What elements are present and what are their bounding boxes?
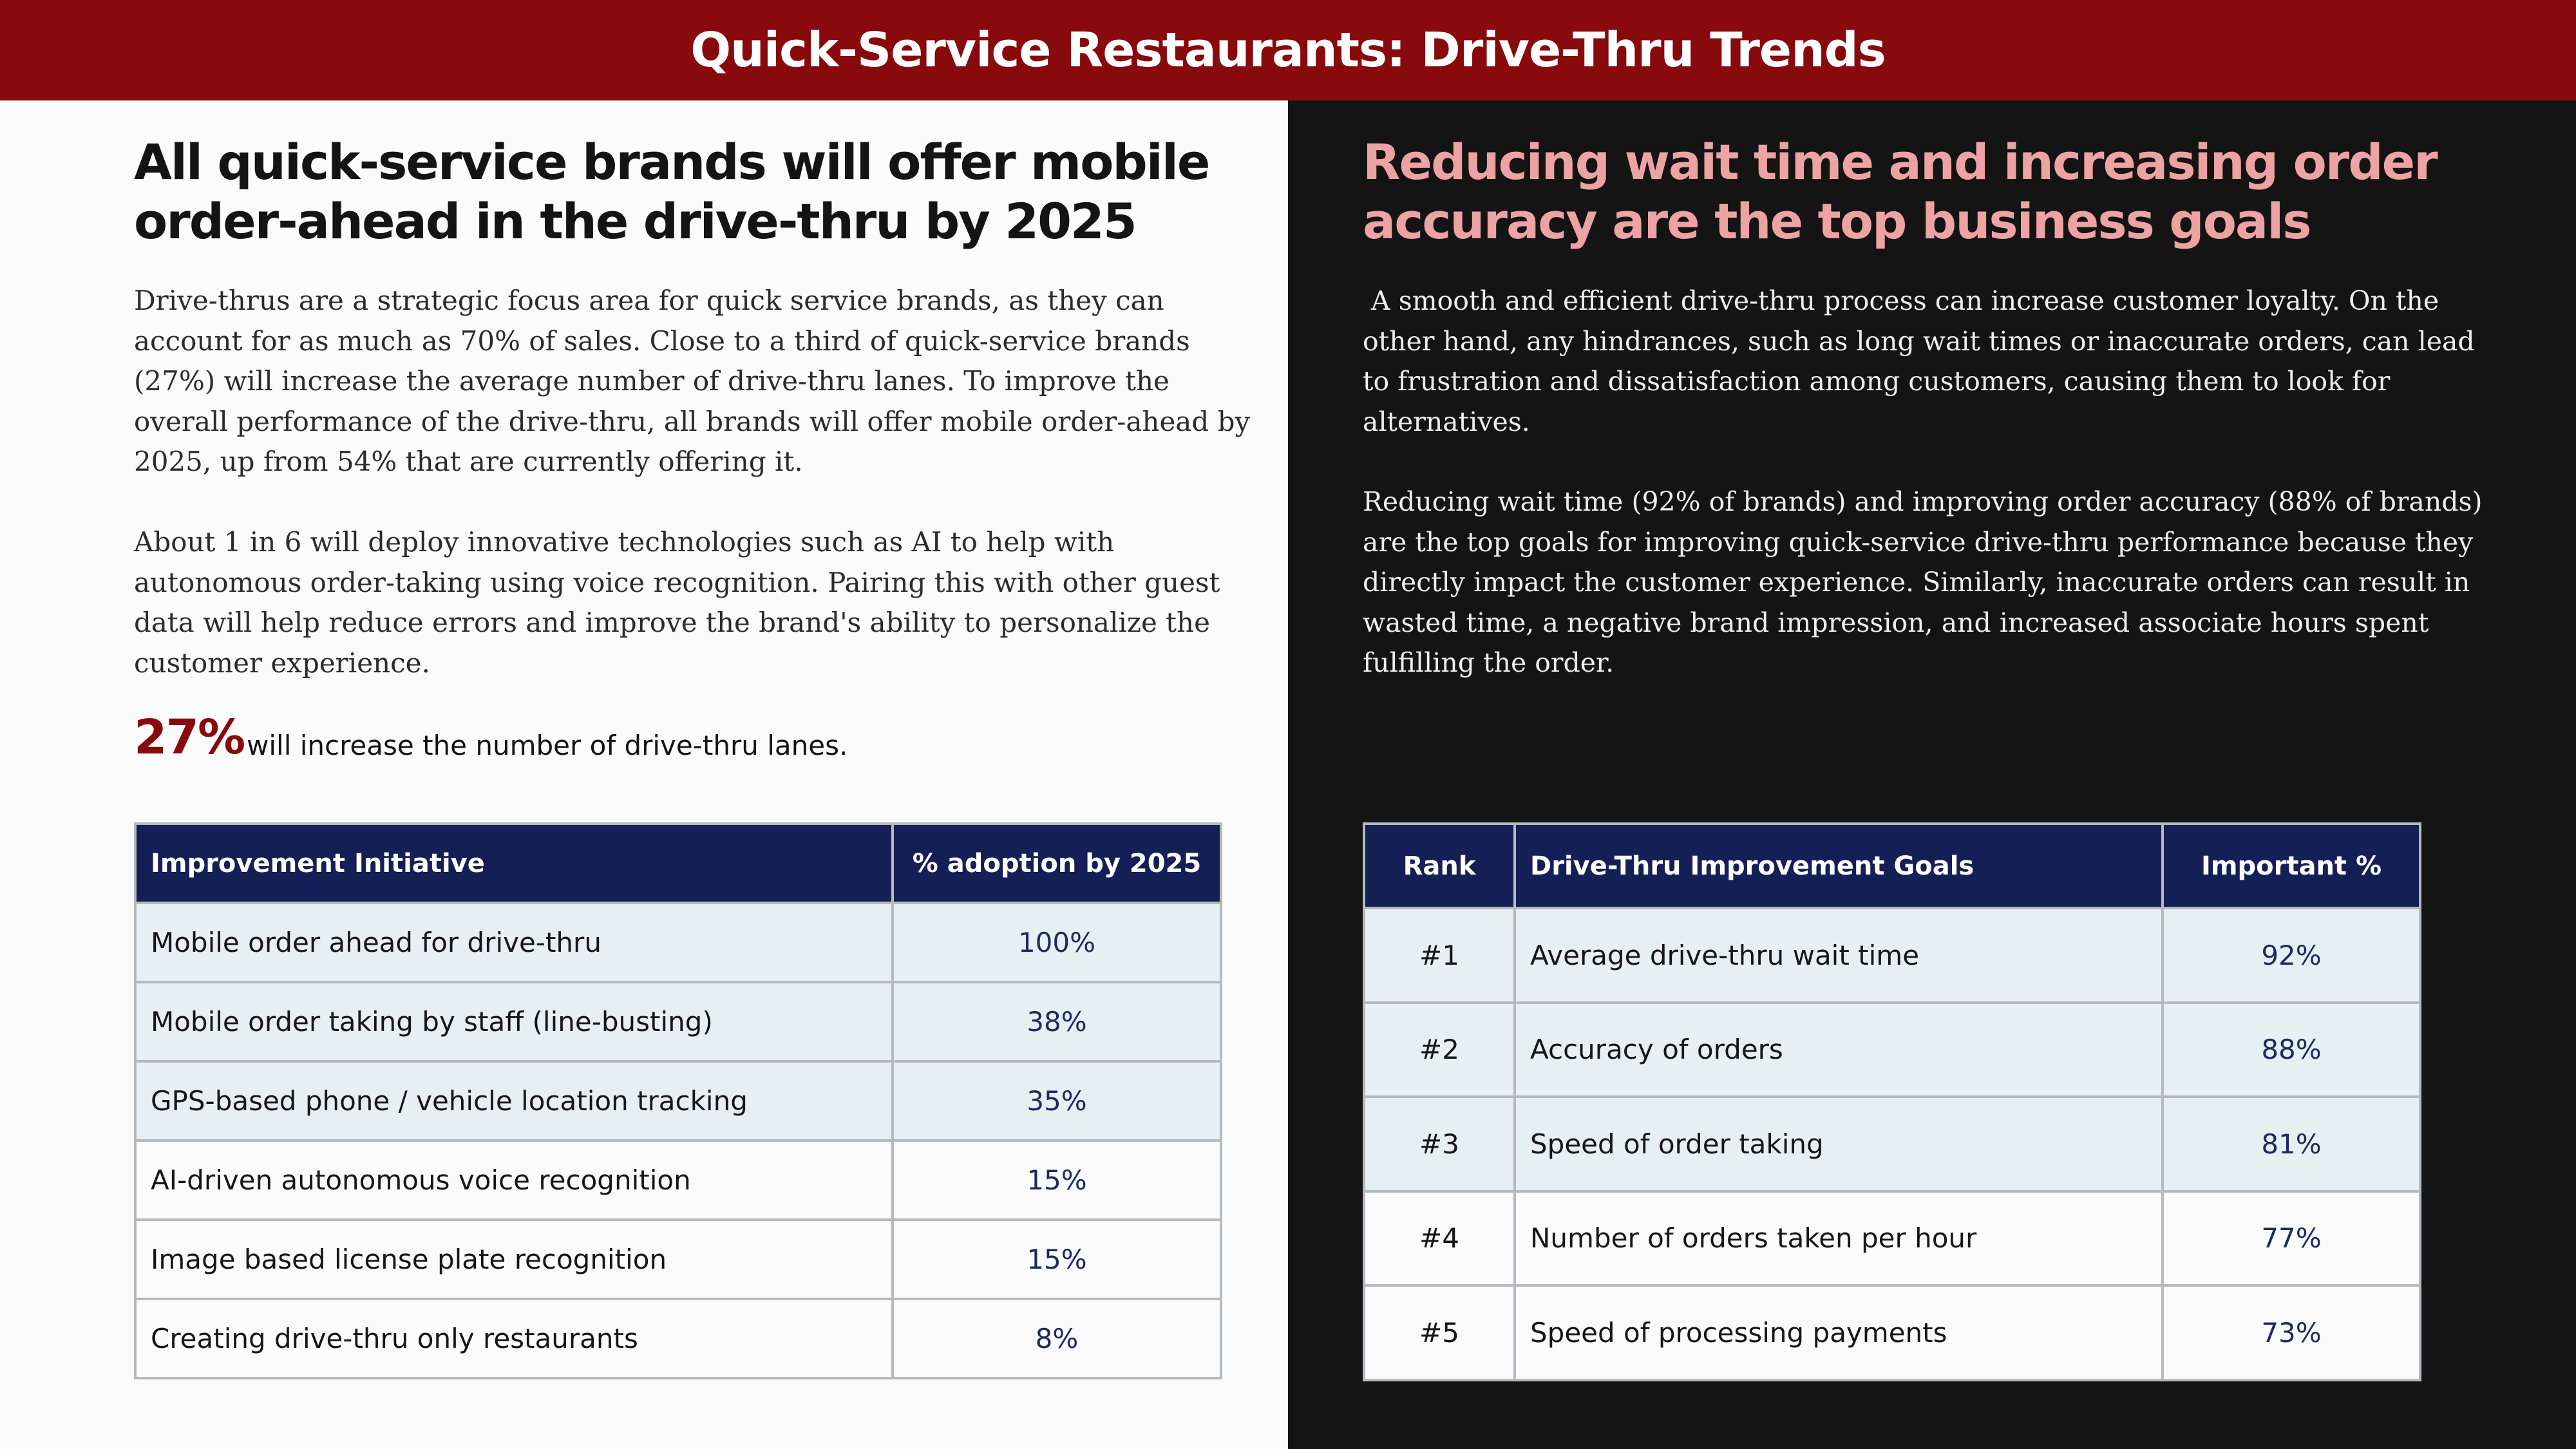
table-header-row: Rank Drive-Thru Improvement Goals Import… [1363,822,2421,909]
title-banner: Quick-Service Restaurants: Drive-Thru Tr… [0,0,2576,100]
column-header: Drive-Thru Improvement Goals [1513,822,2164,909]
initiative-label: GPS-based phone / vehicle location track… [134,1060,894,1142]
table-row: Image based license plate recognition 15… [134,1218,1222,1300]
improvement-goals-table: Rank Drive-Thru Improvement Goals Import… [1363,822,2421,1381]
stat-text: will increase the number of drive-thru l… [247,730,848,761]
table-row: #4 Number of orders taken per hour 77% [1363,1189,2421,1287]
goal-label: Number of orders taken per hour [1513,1189,2164,1287]
table-row: #5 Speed of processing payments 73% [1363,1284,2421,1381]
table-row: Creating drive-thru only restaurants 8% [134,1298,1222,1379]
importance-value: 92% [2161,907,2421,1004]
rank-value: #3 [1363,1095,1516,1193]
column-header: Rank [1363,822,1516,909]
initiative-label: Image based license plate recognition [134,1218,894,1300]
right-paragraph-1: A smooth and efficient drive-thru proces… [1363,285,2483,437]
table-header-row: Improvement Initiative % adoption by 202… [134,822,1222,904]
goal-label: Average drive-thru wait time [1513,907,2164,1004]
adoption-value: 100% [891,902,1222,983]
table-row: GPS-based phone / vehicle location track… [134,1060,1222,1142]
rank-value: #1 [1363,907,1516,1004]
adoption-value: 15% [891,1218,1222,1300]
table-row: AI-driven autonomous voice recognition 1… [134,1139,1222,1221]
goal-label: Speed of processing payments [1513,1284,2164,1381]
adoption-value: 35% [891,1060,1222,1142]
initiative-label: Mobile order ahead for drive-thru [134,902,894,983]
importance-value: 73% [2161,1284,2421,1381]
table-row: #2 Accuracy of orders 88% [1363,1001,2421,1098]
rank-value: #2 [1363,1001,1516,1098]
left-paragraph-1: Drive-thrus are a strategic focus area f… [134,285,1259,477]
adoption-value: 15% [891,1139,1222,1221]
rank-value: #4 [1363,1189,1516,1287]
adoption-value: 8% [891,1298,1222,1379]
table-row: Mobile order ahead for drive-thru 100% [134,902,1222,983]
column-header: Important % [2161,822,2421,909]
importance-value: 81% [2161,1095,2421,1193]
importance-value: 77% [2161,1189,2421,1287]
right-paragraph-2: Reducing wait time (92% of brands) and i… [1363,486,2491,678]
stat-number: 27% [134,710,245,765]
table-row: #1 Average drive-thru wait time 92% [1363,907,2421,1004]
adoption-value: 38% [891,981,1222,1063]
page-title: Quick-Service Restaurants: Drive-Thru Tr… [690,23,1886,78]
left-headline: All quick-service brands will offer mobi… [134,133,1210,250]
initiative-label: Mobile order taking by staff (line-busti… [134,981,894,1063]
rank-value: #5 [1363,1284,1516,1381]
improvement-initiatives-table: Improvement Initiative % adoption by 202… [134,822,1222,1379]
initiative-label: Creating drive-thru only restaurants [134,1298,894,1379]
column-header: % adoption by 2025 [891,822,1222,904]
right-headline: Reducing wait time and increasing order … [1363,133,2438,250]
table-row: Mobile order taking by staff (line-busti… [134,981,1222,1063]
initiative-label: AI-driven autonomous voice recognition [134,1139,894,1221]
importance-value: 88% [2161,1001,2421,1098]
goal-label: Speed of order taking [1513,1095,2164,1193]
goal-label: Accuracy of orders [1513,1001,2164,1098]
table-row: #3 Speed of order taking 81% [1363,1095,2421,1193]
column-header: Improvement Initiative [134,822,894,904]
left-paragraph-2: About 1 in 6 will deploy innovative tech… [134,526,1229,679]
